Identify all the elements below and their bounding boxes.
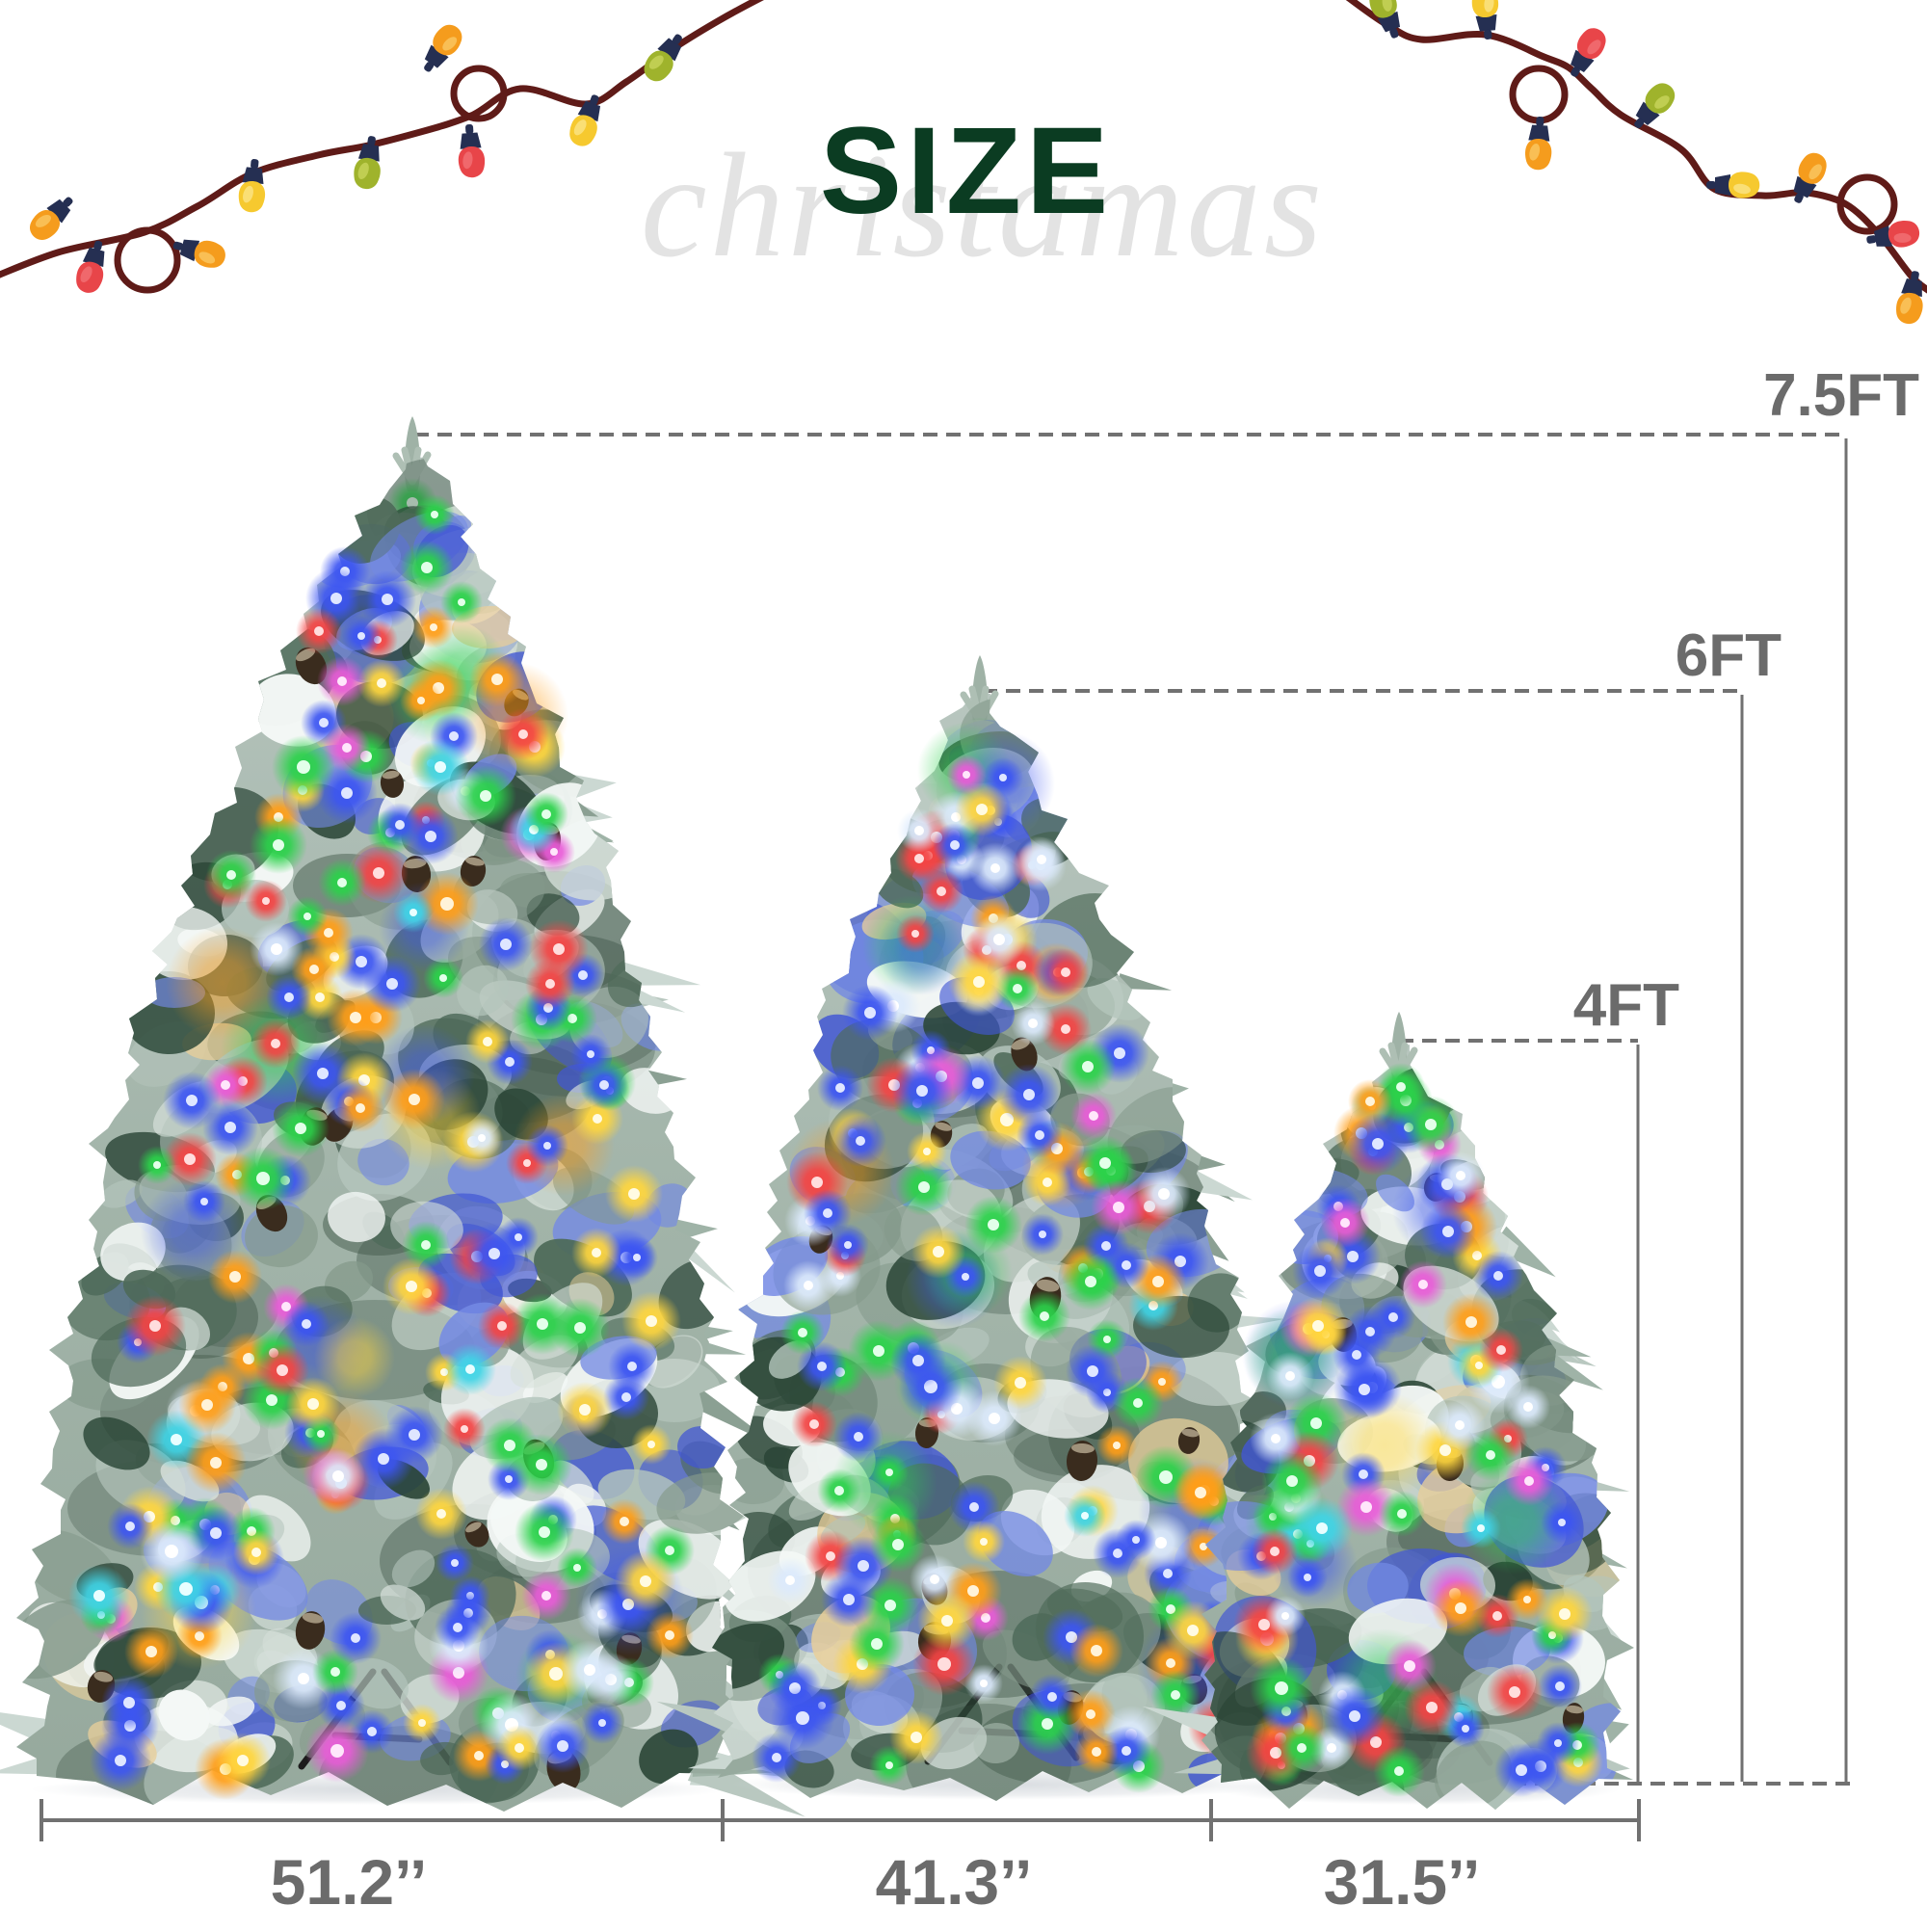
- svg-text:31.5’’: 31.5’’: [1324, 1846, 1481, 1918]
- svg-text:41.3’’: 41.3’’: [876, 1846, 1033, 1918]
- svg-text:51.2’’: 51.2’’: [271, 1846, 428, 1918]
- svg-text:6FT: 6FT: [1676, 622, 1782, 689]
- svg-text:christamas: christamas: [641, 122, 1325, 288]
- svg-text:7.5FT: 7.5FT: [1763, 362, 1919, 429]
- svg-text:4FT: 4FT: [1573, 972, 1679, 1039]
- svg-text:SIZE: SIZE: [820, 102, 1114, 240]
